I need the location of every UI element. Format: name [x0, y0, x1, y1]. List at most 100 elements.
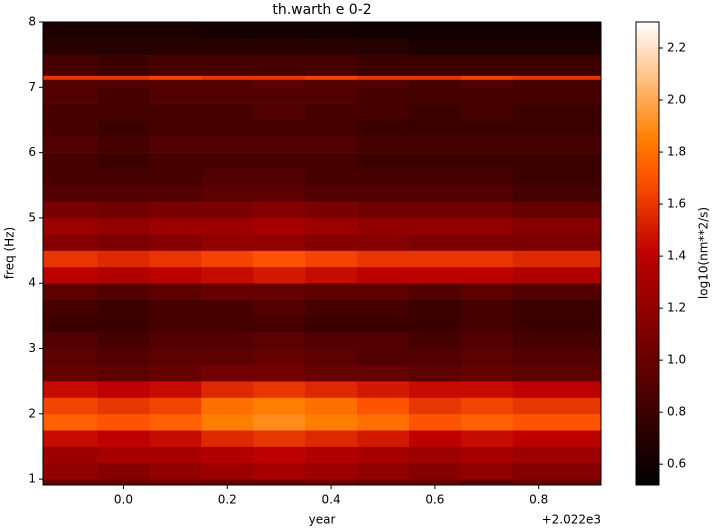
heatmap-cell	[201, 152, 254, 170]
heatmap-cell	[512, 446, 602, 464]
heatmap-cell	[43, 75, 99, 80]
colorbar-tick-label: 1.2	[667, 301, 686, 315]
heatmap-cell	[97, 283, 150, 300]
heatmap-cell	[43, 38, 99, 55]
heatmap-cell	[512, 152, 602, 170]
heatmap-cell	[357, 250, 410, 268]
heatmap-cell	[43, 250, 99, 268]
heatmap-cell	[149, 103, 202, 121]
heatmap-cell	[408, 413, 462, 431]
heatmap-cell	[460, 430, 514, 447]
heatmap-cell	[512, 250, 602, 268]
colorbar-tick-label: 2.2	[667, 41, 686, 55]
heatmap-cell	[357, 185, 410, 202]
heatmap-cell	[512, 168, 602, 186]
heatmap-cell	[512, 103, 602, 121]
heatmap-cell	[408, 234, 462, 251]
heatmap-cell	[253, 250, 306, 268]
heatmap-cell	[201, 364, 254, 382]
heatmap-cell	[305, 119, 358, 137]
heatmap-cell	[201, 136, 254, 153]
heatmap-cell	[305, 54, 358, 76]
heatmap-cell	[43, 364, 99, 382]
heatmap-cell	[408, 87, 462, 104]
heatmap-cell	[149, 315, 202, 333]
heatmap-cell	[512, 381, 602, 398]
heatmap-cell	[97, 266, 150, 284]
heatmap-cell	[408, 348, 462, 366]
heatmap-cell	[408, 136, 462, 153]
heatmap-cell	[512, 119, 602, 137]
heatmap-cell	[97, 75, 150, 80]
heatmap-cell	[357, 315, 410, 333]
heatmap-cell	[512, 217, 602, 235]
colorbar-tick-label: 1.4	[667, 249, 686, 263]
heatmap-cell	[305, 413, 358, 431]
colorbar-tick-label: 0.6	[667, 457, 686, 471]
x-offset-label: +2.022e3	[542, 513, 601, 527]
heatmap-cell	[305, 479, 358, 486]
heatmap-cell	[357, 266, 410, 284]
heatmap-cell	[408, 22, 462, 39]
heatmap-cell	[253, 38, 306, 55]
heatmap-cell	[460, 299, 514, 317]
heatmap-cell	[408, 364, 462, 382]
heatmap-cell	[201, 168, 254, 186]
heatmap-cell	[253, 217, 306, 235]
heatmap-cell	[408, 430, 462, 447]
colorbar-label: log10(nm**2/s)	[697, 207, 711, 299]
heatmap-cell	[97, 22, 150, 39]
heatmap-cell	[512, 79, 602, 88]
colorbar-tick-label: 0.8	[667, 405, 686, 419]
heatmap-cell	[512, 430, 602, 447]
heatmap-cell	[512, 348, 602, 366]
heatmap-cell	[43, 479, 99, 486]
heatmap-cell	[357, 462, 410, 480]
heatmap-cell	[43, 201, 99, 219]
heatmap-cell	[149, 38, 202, 55]
heatmap-cell	[97, 79, 150, 88]
heatmap-cell	[149, 413, 202, 431]
heatmap-cell	[253, 430, 306, 447]
x-tick-label: 0.0	[114, 493, 133, 507]
heatmap-cell	[97, 430, 150, 447]
heatmap-cell	[357, 283, 410, 300]
heatmap-cell	[305, 136, 358, 153]
heatmap-cell	[305, 462, 358, 480]
heatmap-cell	[253, 413, 306, 431]
heatmap-cell	[305, 283, 358, 300]
heatmap-cell	[201, 315, 254, 333]
heatmap-cell	[253, 266, 306, 284]
heatmap-cell	[201, 234, 254, 251]
heatmap-cell	[305, 397, 358, 415]
heatmap-cell	[460, 201, 514, 219]
heatmap-cell	[253, 152, 306, 170]
heatmap-cell	[253, 446, 306, 464]
heatmap-cell	[357, 299, 410, 317]
heatmap-cell	[149, 332, 202, 349]
heatmap-cell	[460, 54, 514, 76]
heatmap-cell	[201, 462, 254, 480]
heatmap-cell	[460, 75, 514, 80]
heatmap-cell	[408, 152, 462, 170]
heatmap-cell	[305, 38, 358, 55]
heatmap-cell	[43, 381, 99, 398]
heatmap-cell	[512, 283, 602, 300]
heatmap-cell	[149, 234, 202, 251]
heatmap-cell	[43, 152, 99, 170]
heatmap-cell	[305, 381, 358, 398]
heatmap-cell	[253, 87, 306, 104]
heatmap-cell	[305, 266, 358, 284]
heatmap-cell	[460, 79, 514, 88]
heatmap-cell	[43, 54, 99, 76]
heatmap-cell	[201, 217, 254, 235]
heatmap-cell	[149, 430, 202, 447]
heatmap-cell	[43, 22, 99, 39]
heatmap-cell	[460, 446, 514, 464]
heatmap-cell	[97, 446, 150, 464]
heatmap-cell	[201, 54, 254, 76]
heatmap-cell	[43, 462, 99, 480]
heatmap-cell	[512, 136, 602, 153]
heatmap-cell	[97, 217, 150, 235]
heatmap-cell	[357, 79, 410, 88]
